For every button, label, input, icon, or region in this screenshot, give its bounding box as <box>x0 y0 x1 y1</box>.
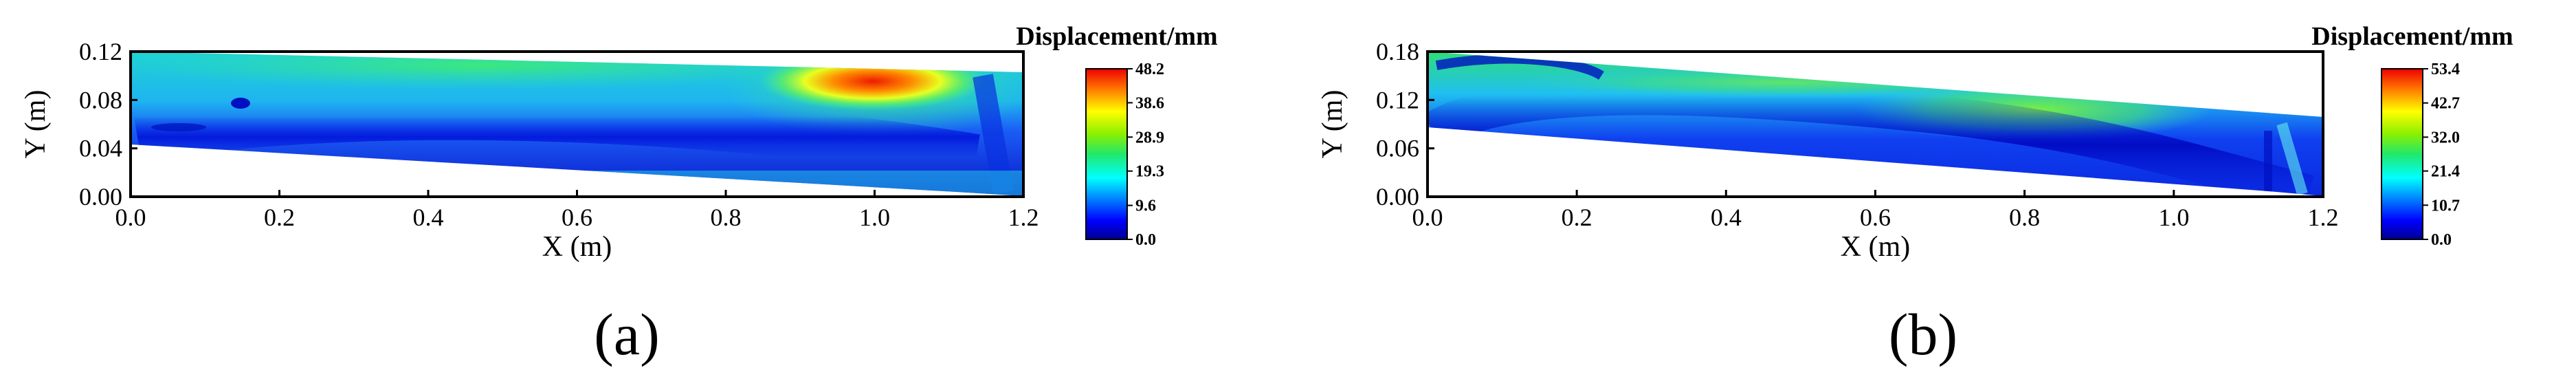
x-tick-label-b: 0.4 <box>1711 204 1742 231</box>
y-tick-label-a: 0.12 <box>79 38 122 65</box>
colorbar-tick-label-a: 19.3 <box>1135 163 1164 181</box>
heatmap-field-a <box>131 52 1023 196</box>
x-tick-label-b: 0.0 <box>1412 204 1443 231</box>
panel-b: 0.0 0.2 0.4 0.6 0.8 1.0 1.2 0.00 0.06 0.12 0.18 X (… <box>1317 22 2513 367</box>
x-tick-label-a: 0.8 <box>711 204 742 231</box>
x-tick-label-b: 0.8 <box>2009 204 2040 231</box>
x-tick-label-b: 1.2 <box>2308 204 2339 231</box>
axes-a: 0.0 0.2 0.4 0.6 0.8 1.0 1.2 0.00 0.04 0.08 0.12 X (… <box>20 38 1039 263</box>
colorbar-title-b: Displacement/mm <box>2311 22 2513 51</box>
colorbar-tick-label-b: 53.4 <box>2431 61 2460 78</box>
colorbar-tick-label-a: 48.2 <box>1135 61 1164 78</box>
colorbar-tick-label-b: 0.0 <box>2431 231 2452 249</box>
x-tick-label-a: 1.0 <box>859 204 890 231</box>
x-tick-label-a: 0.0 <box>115 204 146 231</box>
y-axis-label-b: Y (m) <box>1317 90 1348 159</box>
x-tick-label-a: 0.4 <box>413 204 444 231</box>
colorbar-b <box>2381 68 2423 240</box>
colorbar-tick-label-a: 9.6 <box>1135 197 1156 215</box>
x-tick-label-a: 1.2 <box>1008 204 1039 231</box>
colorbar-tick-label-b: 42.7 <box>2431 95 2460 113</box>
colorbar-tick-label-b: 32.0 <box>2431 129 2460 147</box>
colorbar-tick-label-a: 38.6 <box>1135 94 1164 112</box>
panel-a: 0.0 0.2 0.4 0.6 0.8 1.0 1.2 0.00 0.04 0.08 0.12 X (… <box>20 22 1218 367</box>
heatmap-field-b <box>1428 52 2323 196</box>
x-tick-label-a: 0.6 <box>562 204 592 231</box>
x-axis-label-a: X (m) <box>542 231 612 263</box>
colorbar-title-a: Displacement/mm <box>1016 22 1217 51</box>
panel-label-a: (a) <box>594 301 659 367</box>
panel-label-b: (b) <box>1889 301 1957 367</box>
y-tick-label-b: 0.00 <box>1376 183 1419 210</box>
x-tick-label-a: 0.2 <box>264 204 295 231</box>
y-tick-label-b: 0.06 <box>1376 135 1419 162</box>
x-tick-label-b: 0.6 <box>1860 204 1891 231</box>
y-tick-label-b: 0.12 <box>1376 86 1419 113</box>
y-tick-label-a: 0.04 <box>79 135 122 162</box>
x-tick-label-b: 0.2 <box>1562 204 1592 231</box>
x-axis-label-b: X (m) <box>1841 231 1910 263</box>
colorbar-tick-label-b: 10.7 <box>2431 197 2460 215</box>
y-axis-label-a: Y (m) <box>20 90 52 159</box>
colorbar-ticks-a: 48.2 38.6 28.9 19.3 9.6 0.0 <box>1127 61 1164 249</box>
colorbar-tick-label-b: 21.4 <box>2431 163 2460 181</box>
axes-b: 0.0 0.2 0.4 0.6 0.8 1.0 1.2 0.00 0.06 0.12 0.18 X (… <box>1317 38 2339 263</box>
colorbar-a <box>1085 68 1128 240</box>
colorbar-tick-label-a: 0.0 <box>1135 231 1156 249</box>
y-tick-label-a: 0.08 <box>79 86 122 113</box>
x-tick-label-b: 1.0 <box>2158 204 2189 231</box>
y-tick-label-a: 0.00 <box>79 183 122 210</box>
colorbar-ticks-b: 53.4 42.7 32.0 21.4 10.7 0.0 <box>2423 61 2460 249</box>
y-tick-label-b: 0.18 <box>1376 38 1419 65</box>
colorbar-tick-label-a: 28.9 <box>1135 129 1164 147</box>
